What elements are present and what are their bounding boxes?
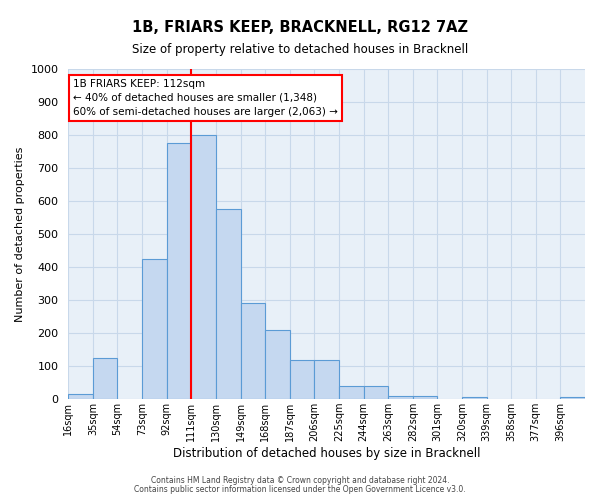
Text: 1B FRIARS KEEP: 112sqm
← 40% of detached houses are smaller (1,348)
60% of semi-: 1B FRIARS KEEP: 112sqm ← 40% of detached… bbox=[73, 79, 338, 117]
Bar bbox=[216, 210, 241, 399]
Y-axis label: Number of detached properties: Number of detached properties bbox=[15, 146, 25, 322]
Bar bbox=[191, 135, 216, 399]
Text: 1B, FRIARS KEEP, BRACKNELL, RG12 7AZ: 1B, FRIARS KEEP, BRACKNELL, RG12 7AZ bbox=[132, 20, 468, 35]
X-axis label: Distribution of detached houses by size in Bracknell: Distribution of detached houses by size … bbox=[173, 447, 481, 460]
Bar bbox=[265, 330, 290, 399]
Bar bbox=[413, 396, 437, 399]
Bar bbox=[241, 304, 265, 399]
Text: Size of property relative to detached houses in Bracknell: Size of property relative to detached ho… bbox=[132, 42, 468, 56]
Bar bbox=[314, 360, 339, 399]
Bar bbox=[388, 396, 413, 399]
Text: Contains public sector information licensed under the Open Government Licence v3: Contains public sector information licen… bbox=[134, 485, 466, 494]
Bar bbox=[290, 360, 314, 399]
Bar bbox=[560, 397, 585, 399]
Bar bbox=[167, 144, 191, 399]
Bar bbox=[339, 386, 364, 399]
Bar bbox=[462, 397, 487, 399]
Text: Contains HM Land Registry data © Crown copyright and database right 2024.: Contains HM Land Registry data © Crown c… bbox=[151, 476, 449, 485]
Bar bbox=[142, 259, 167, 399]
Bar bbox=[93, 358, 118, 399]
Bar bbox=[68, 394, 93, 399]
Bar bbox=[364, 386, 388, 399]
